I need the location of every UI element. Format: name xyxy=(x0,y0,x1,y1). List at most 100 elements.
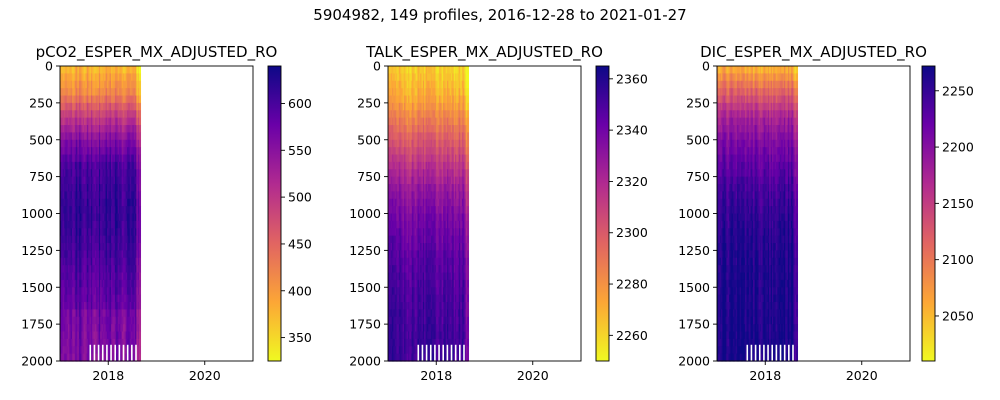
heatmap-cell xyxy=(404,66,407,74)
heatmap-cell xyxy=(128,80,131,89)
heatmap-cell xyxy=(452,110,455,119)
heatmap-cell xyxy=(418,117,421,126)
heatmap-cell xyxy=(136,198,139,207)
heatmap-cell xyxy=(120,95,123,104)
heatmap-cell xyxy=(410,154,413,163)
heatmap-cell xyxy=(129,147,132,156)
heatmap-cell xyxy=(422,95,425,104)
heatmap-cell xyxy=(66,147,69,156)
heatmap-cell xyxy=(440,346,443,355)
heatmap-cell xyxy=(464,316,467,325)
heatmap-cell xyxy=(118,206,121,215)
heatmap-cell xyxy=(717,117,719,126)
heatmap-cell xyxy=(68,272,70,281)
heatmap-cell xyxy=(394,346,397,355)
heatmap-cell xyxy=(441,294,444,303)
heatmap-cell xyxy=(62,316,65,325)
heatmap-cell xyxy=(430,272,433,281)
heatmap-cell xyxy=(90,257,93,266)
heatmap-cell xyxy=(77,316,80,325)
heatmap-cell xyxy=(61,132,64,141)
heatmap-cell xyxy=(422,125,425,133)
heatmap-cell xyxy=(436,161,439,170)
heatmap-cell xyxy=(101,198,104,207)
heatmap-cell xyxy=(437,287,440,296)
heatmap-cell xyxy=(102,161,105,170)
heatmap-cell xyxy=(463,228,465,237)
heatmap-cell xyxy=(406,353,409,362)
heatmap-cell xyxy=(414,169,417,178)
heatmap-cell xyxy=(434,346,437,355)
heatmap-cell xyxy=(135,110,137,119)
heatmap-cell xyxy=(70,206,73,215)
heatmap-cell xyxy=(418,102,421,111)
heatmap-cell xyxy=(449,176,452,185)
heatmap-cell xyxy=(106,235,109,244)
heatmap-cell xyxy=(129,220,132,229)
heatmap-cell xyxy=(459,125,461,133)
heatmap-cell xyxy=(465,191,468,200)
heatmap-cell xyxy=(118,102,121,111)
heatmap-cell xyxy=(92,302,95,310)
heatmap-cell xyxy=(124,243,127,251)
heatmap-cell xyxy=(445,169,448,178)
heatmap-cell xyxy=(93,316,96,325)
heatmap-cell xyxy=(85,125,88,133)
heatmap-cell xyxy=(426,132,429,141)
heatmap-cell xyxy=(393,316,396,325)
heatmap-cell xyxy=(392,206,394,215)
heatmap-cell xyxy=(420,324,423,333)
heatmap-cell xyxy=(121,191,124,200)
heatmap-cell xyxy=(76,235,79,244)
heatmap-cell xyxy=(418,294,421,303)
heatmap-cell xyxy=(122,147,125,156)
heatmap-cell xyxy=(412,88,415,97)
heatmap-cell xyxy=(82,243,85,251)
heatmap-cell xyxy=(465,316,468,325)
heatmap-cell xyxy=(448,243,451,251)
heatmap-cell xyxy=(393,228,396,237)
heatmap-cell xyxy=(456,228,459,237)
heatmap-cell xyxy=(135,324,137,333)
heatmap-cell xyxy=(139,169,142,178)
heatmap-cell xyxy=(413,228,416,237)
heatmap-cell xyxy=(429,309,432,318)
heatmap-cell xyxy=(394,265,397,274)
heatmap-cell xyxy=(444,338,447,347)
heatmap-cell xyxy=(394,287,397,296)
heatmap-cell xyxy=(128,243,131,251)
heatmap-cell xyxy=(434,302,437,310)
heatmap-cell xyxy=(410,147,413,156)
heatmap-cell xyxy=(449,272,452,281)
heatmap-cell xyxy=(93,117,96,126)
heatmap-cell xyxy=(89,338,92,347)
heatmap-cell xyxy=(70,235,73,244)
heatmap-cell xyxy=(461,125,464,133)
heatmap-cell xyxy=(718,294,721,303)
heatmap-cell xyxy=(441,132,444,141)
heatmap-cell xyxy=(136,125,139,133)
heatmap-cell xyxy=(136,265,139,274)
heatmap-cell xyxy=(128,95,131,104)
heatmap-cell xyxy=(60,338,62,347)
heatmap-cell xyxy=(68,302,70,310)
heatmap-cell xyxy=(88,243,91,251)
heatmap-cell xyxy=(440,316,443,325)
heatmap-cell xyxy=(434,88,437,97)
heatmap-cell xyxy=(85,198,88,207)
heatmap-cell xyxy=(85,243,88,251)
heatmap-cell xyxy=(84,117,87,126)
heatmap-cell xyxy=(69,176,72,185)
heatmap-cell xyxy=(390,353,393,362)
heatmap-cell xyxy=(400,294,402,303)
heatmap-cell xyxy=(448,80,451,89)
heatmap-cell xyxy=(460,272,463,281)
heatmap-cell xyxy=(404,198,407,207)
heatmap-cell xyxy=(106,154,109,163)
heatmap-cell xyxy=(456,287,459,296)
heatmap-cell xyxy=(60,316,62,325)
heatmap-cell xyxy=(450,132,453,141)
heatmap-cell xyxy=(401,257,404,266)
heatmap-cell xyxy=(424,80,427,89)
heatmap-cell xyxy=(120,154,123,163)
